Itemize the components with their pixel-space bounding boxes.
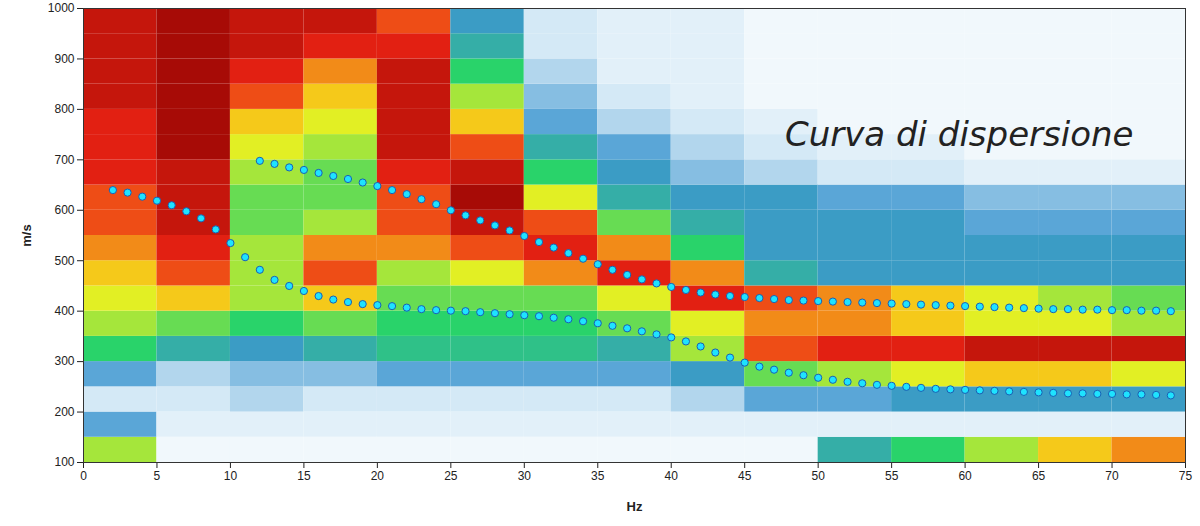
svg-text:50: 50 [811, 469, 825, 483]
svg-text:Curva di dispersione: Curva di dispersione [785, 114, 1134, 154]
svg-text:300: 300 [54, 354, 74, 368]
svg-text:0: 0 [80, 469, 87, 483]
svg-text:70: 70 [1105, 469, 1119, 483]
svg-text:700: 700 [54, 153, 74, 167]
svg-text:5: 5 [154, 469, 161, 483]
svg-text:200: 200 [54, 405, 74, 419]
svg-text:Hz: Hz [627, 499, 643, 514]
svg-text:75: 75 [1179, 469, 1193, 483]
svg-text:40: 40 [665, 469, 679, 483]
svg-text:100: 100 [54, 455, 74, 469]
svg-text:60: 60 [958, 469, 972, 483]
svg-text:500: 500 [54, 254, 74, 268]
svg-text:800: 800 [54, 102, 74, 116]
svg-text:25: 25 [444, 469, 458, 483]
svg-text:35: 35 [591, 469, 605, 483]
svg-text:1000: 1000 [48, 1, 75, 15]
svg-text:20: 20 [371, 469, 385, 483]
svg-text:400: 400 [54, 304, 74, 318]
svg-text:10: 10 [224, 469, 238, 483]
svg-text:900: 900 [54, 52, 74, 66]
svg-text:45: 45 [738, 469, 752, 483]
svg-text:65: 65 [1032, 469, 1046, 483]
svg-text:55: 55 [885, 469, 899, 483]
svg-text:30: 30 [518, 469, 532, 483]
svg-text:15: 15 [297, 469, 311, 483]
svg-text:m/s: m/s [19, 224, 34, 246]
svg-text:600: 600 [54, 203, 74, 217]
